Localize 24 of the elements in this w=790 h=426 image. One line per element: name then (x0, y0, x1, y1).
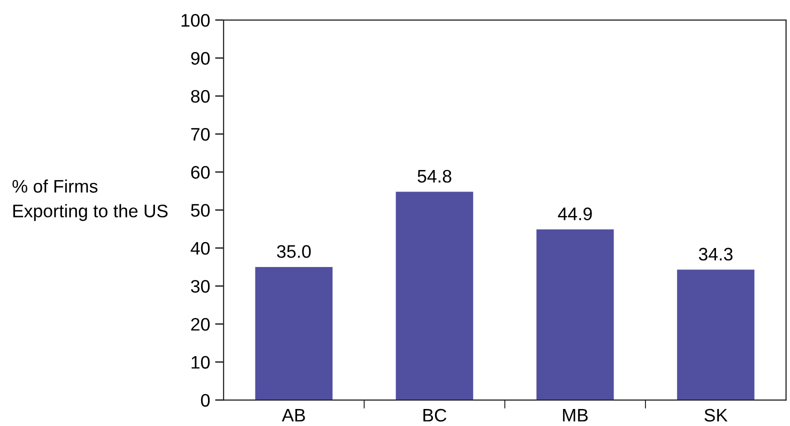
y-tick-label: 60 (191, 166, 210, 179)
y-tick-label: 0 (201, 394, 210, 407)
bar (396, 192, 474, 400)
x-tick-label: SK (704, 408, 728, 422)
x-tick-label: MB (563, 409, 588, 422)
y-tick-label: 70 (191, 128, 210, 141)
x-tick-label: AB (282, 409, 305, 422)
y-tick-label: 10 (192, 356, 210, 369)
y-tick-label: 40 (190, 242, 210, 255)
y-tick-label: 100 (182, 14, 210, 27)
bar (255, 267, 333, 400)
bar (677, 270, 754, 400)
y-tick-label: 20 (191, 318, 210, 331)
y-tick-label: 80 (191, 90, 210, 103)
y-tick-label: 30 (190, 280, 210, 293)
data-label: 54.8 (418, 170, 452, 183)
y-axis-title: % of Firms Exporting to the US (12, 179, 168, 221)
y-tick-label: 90 (191, 52, 210, 65)
x-tick-label: BC (423, 408, 446, 422)
data-label: 44.9 (558, 207, 592, 220)
y-tick-label: 50 (191, 204, 210, 217)
data-label: 35.0 (277, 245, 311, 258)
data-label: 34.3 (698, 248, 733, 261)
bar (536, 229, 614, 400)
